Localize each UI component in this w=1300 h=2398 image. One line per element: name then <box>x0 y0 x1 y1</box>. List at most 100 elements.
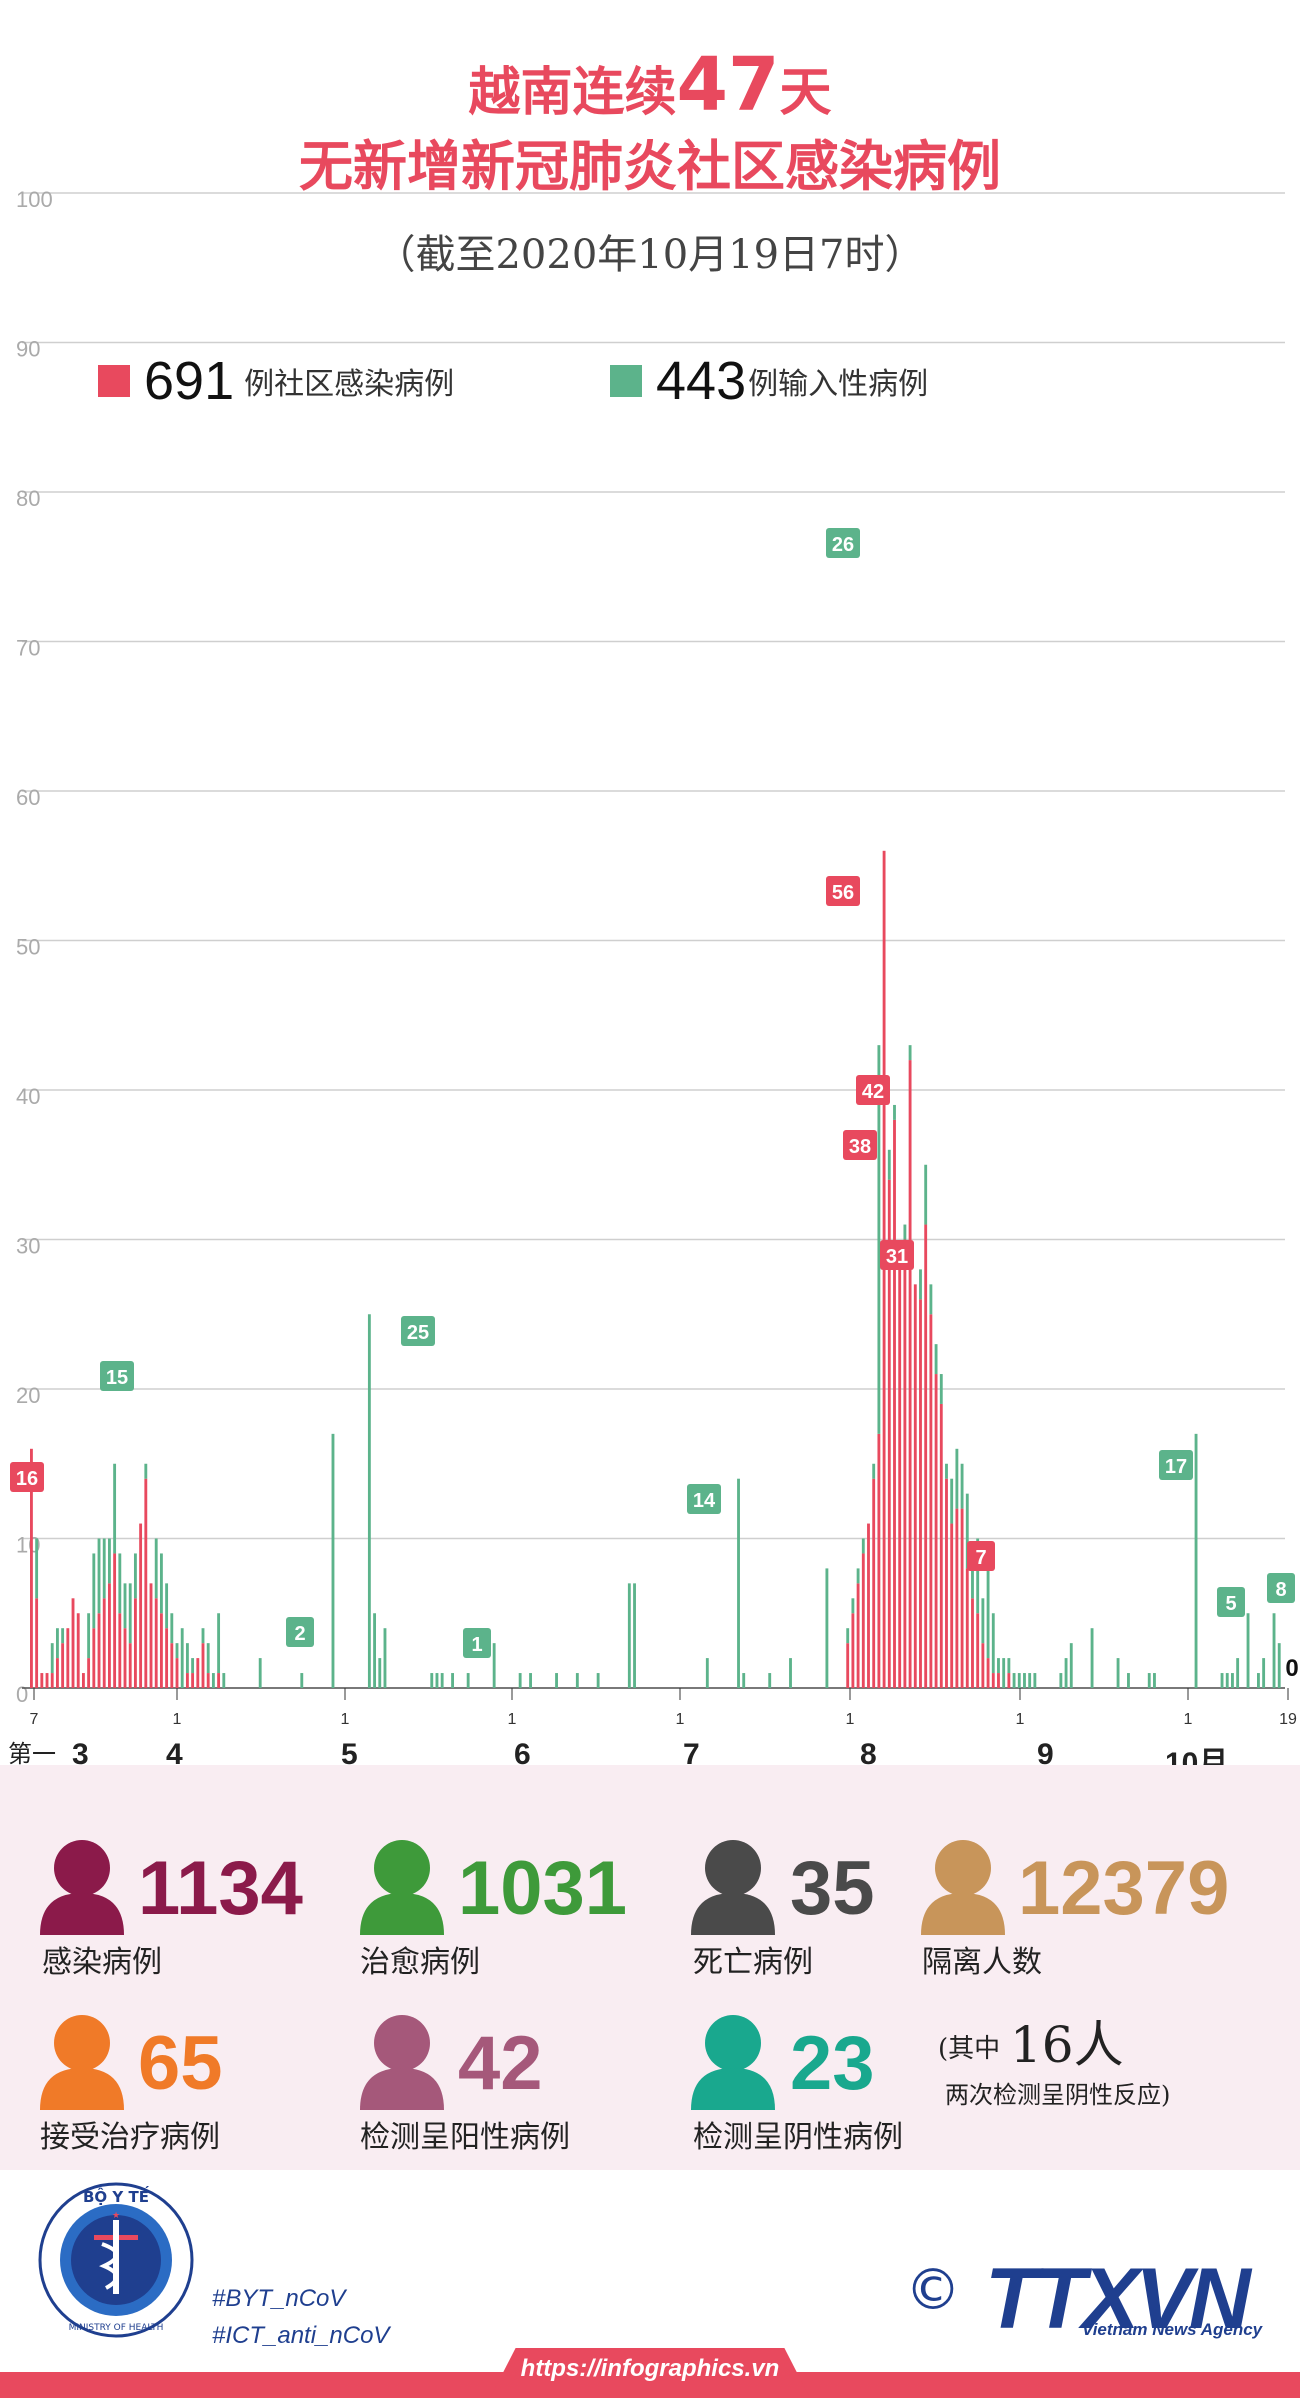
bar-community <box>997 1673 1000 1688</box>
stat-positive-label: 检测呈阳性病例 <box>360 2120 570 2155</box>
bar-community <box>877 1433 881 1688</box>
legend-imported-count: 443 <box>656 351 747 411</box>
bar-imported <box>986 1553 990 1659</box>
bar-imported <box>981 1598 985 1644</box>
bar-imported <box>1127 1673 1130 1688</box>
data-label: 15 <box>106 1367 128 1389</box>
bar-community <box>955 1508 959 1688</box>
bar-imported <box>1236 1658 1240 1688</box>
bar-imported <box>451 1673 454 1688</box>
bar-community <box>856 1583 860 1688</box>
person-icon <box>691 2015 775 2110</box>
y-tick-label: 60 <box>16 785 40 810</box>
bar-imported <box>768 1673 772 1688</box>
data-label: 0 <box>1285 1655 1298 1682</box>
bar-imported <box>55 1628 59 1659</box>
bar-community <box>898 1269 902 1688</box>
bar-imported <box>1012 1673 1016 1688</box>
person-icon <box>40 2015 124 2110</box>
url-tab <box>490 2348 810 2398</box>
data-label-badge <box>401 1316 435 1346</box>
stat-recovered-value: 1031 <box>458 1846 628 1931</box>
y-tick-label: 30 <box>16 1234 40 1259</box>
bar-imported <box>934 1344 938 1375</box>
bar-imported <box>555 1673 558 1688</box>
bar-imported <box>596 1673 600 1688</box>
bar-imported <box>1231 1673 1234 1688</box>
month-label-4: 4 <box>166 1738 183 1771</box>
stat-treatment-label: 接受治疗病例 <box>40 2120 220 2155</box>
bar-imported <box>887 1149 891 1180</box>
month-label-7: 7 <box>683 1738 700 1771</box>
bar-community <box>76 1613 80 1688</box>
bar-community <box>903 1239 907 1688</box>
bar-community <box>206 1673 210 1688</box>
bar-imported <box>627 1583 631 1688</box>
bar-community <box>950 1523 954 1688</box>
bar-community <box>934 1374 938 1688</box>
bar-imported <box>373 1613 377 1688</box>
stat-negative-value: 23 <box>790 2021 875 2106</box>
data-label-badge <box>463 1628 491 1658</box>
hashtag-ict[interactable]: #ICT_anti_nCoV <box>212 2322 390 2349</box>
bar-community <box>1007 1673 1011 1688</box>
bar-imported <box>367 1314 371 1688</box>
bar-imported <box>1225 1673 1229 1688</box>
legend-imported-label: 例输入性病例 <box>748 367 929 402</box>
bar-imported <box>518 1673 522 1688</box>
legend-community-label: 例社区感染病例 <box>244 367 455 402</box>
stats-panel: 1134 感染病例 1031 治愈病例 35 死亡病例 12379 隔离人数 6… <box>0 1765 1300 2170</box>
bar-imported <box>742 1673 746 1688</box>
bar-imported <box>955 1448 959 1509</box>
bar-imported <box>206 1643 210 1674</box>
x-tick-label: 1 <box>508 1711 517 1728</box>
bar-community <box>196 1658 200 1688</box>
bar-imported <box>997 1658 1000 1674</box>
stat-avatars <box>40 1840 1005 2110</box>
bar-community <box>924 1224 928 1688</box>
data-label-badge <box>1159 1450 1193 1480</box>
bar-community <box>159 1613 163 1688</box>
x-tick-label: 1 <box>676 1711 685 1728</box>
bar-community <box>30 1448 33 1688</box>
data-label-badge <box>100 1361 134 1391</box>
bar-imported <box>222 1673 226 1688</box>
bar-imported <box>1153 1673 1156 1688</box>
bar-imported <box>35 1538 39 1599</box>
y-tick-label: 20 <box>16 1383 40 1408</box>
month-label-8: 8 <box>860 1738 877 1771</box>
bar-imported <box>165 1583 169 1629</box>
data-label: 5 <box>1225 1593 1236 1615</box>
stat-deaths-value: 35 <box>790 1846 875 1931</box>
bar-imported <box>575 1673 579 1688</box>
bar-imported <box>430 1673 434 1688</box>
hashtag-byt[interactable]: #BYT_nCoV <box>212 2285 346 2312</box>
bar-community <box>97 1613 101 1688</box>
bar-imported <box>846 1628 850 1644</box>
bar-imported <box>217 1613 221 1674</box>
bar-imported <box>154 1538 158 1599</box>
stat-recovered-label: 治愈病例 <box>360 1945 480 1980</box>
bar-imported <box>991 1613 995 1674</box>
bar-imported <box>903 1224 907 1240</box>
bar-imported <box>175 1643 179 1659</box>
y-tick-label: 50 <box>16 935 40 960</box>
bar-community <box>170 1643 174 1688</box>
x-tick-label: 1 <box>341 1711 350 1728</box>
data-label: 7 <box>975 1547 986 1569</box>
bar-community <box>71 1598 75 1688</box>
data-label: 31 <box>886 1246 908 1268</box>
bar-community <box>35 1598 39 1688</box>
x-tick-label: 1 <box>173 1711 182 1728</box>
data-label: 14 <box>693 1490 716 1512</box>
bar-community <box>991 1673 995 1688</box>
data-label-badge <box>1267 1573 1295 1603</box>
bar-imported <box>945 1463 948 1479</box>
bar-imported <box>144 1463 148 1479</box>
x-tick-label: 1 <box>846 1711 855 1728</box>
data-label-badge <box>843 1130 877 1160</box>
bar-imported <box>258 1658 262 1688</box>
website-link[interactable]: https://infographics.vn <box>520 2355 780 2382</box>
bar-community <box>945 1478 948 1688</box>
person-icon <box>921 1840 1005 1935</box>
